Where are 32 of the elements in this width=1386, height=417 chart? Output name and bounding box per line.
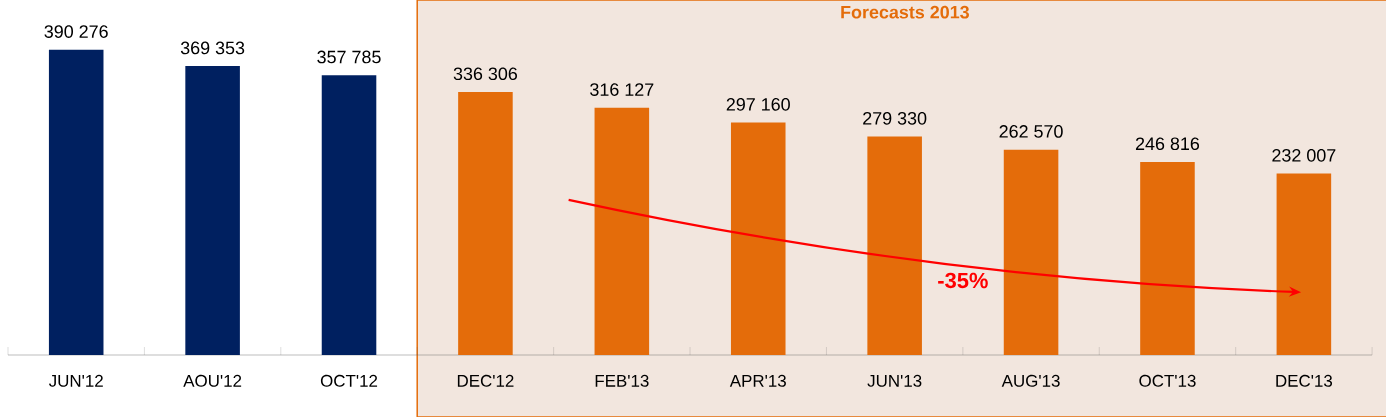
data-label: 390 276 — [44, 25, 108, 38]
data-label: 262 570 — [999, 125, 1063, 138]
data-label: 246 816 — [1135, 137, 1200, 151]
annotation: -35% — [938, 272, 988, 289]
bar — [867, 136, 922, 355]
band-label: Forecasts 2013 — [841, 5, 969, 19]
data-label: 316 127 — [590, 83, 654, 96]
x-tick-label: JUN'13 — [867, 374, 922, 387]
bar — [1003, 149, 1059, 355]
bar — [321, 75, 377, 355]
x-tick-label: DEC'13 — [1276, 374, 1333, 387]
bar — [185, 66, 240, 355]
x-tick-label: APR'13 — [729, 374, 786, 387]
bar — [458, 91, 513, 355]
x-tick-label: OCT'12 — [320, 374, 378, 387]
x-tick-label: JUN'12 — [48, 374, 103, 387]
data-label: 297 160 — [726, 98, 790, 111]
x-tick-label: OCT'13 — [1139, 374, 1196, 387]
bar — [1140, 161, 1195, 355]
bar — [730, 122, 786, 355]
x-tick-label: DEC'12 — [457, 374, 514, 387]
bar — [48, 49, 104, 355]
x-tick-label: AUG'13 — [1001, 374, 1060, 387]
data-label: 369 353 — [180, 41, 245, 55]
bar — [1276, 173, 1332, 355]
x-tick-label: AOU'12 — [183, 374, 242, 387]
data-label: 336 306 — [453, 67, 518, 81]
data-label: 279 330 — [863, 111, 927, 125]
bar — [594, 107, 650, 355]
data-label: 357 785 — [317, 50, 381, 64]
x-tick-label: FEB'13 — [595, 374, 649, 387]
data-label: 232 007 — [1272, 148, 1336, 162]
